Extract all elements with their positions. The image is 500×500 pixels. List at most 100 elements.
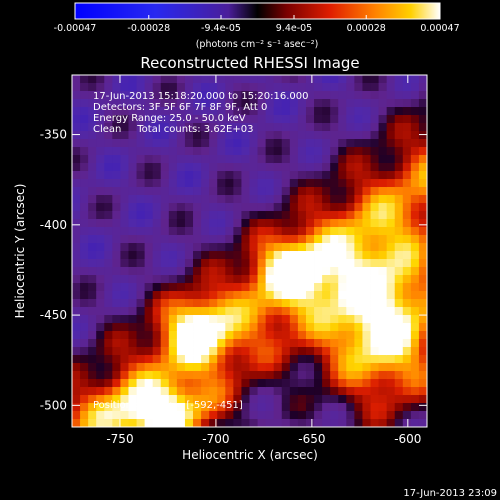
heatmap-cell bbox=[297, 83, 307, 92]
heatmap-cell bbox=[314, 363, 323, 372]
heatmap-cell bbox=[281, 259, 291, 268]
heatmap-cell bbox=[314, 259, 323, 268]
heatmap-cell bbox=[322, 203, 331, 212]
heatmap-cell bbox=[201, 331, 210, 340]
heatmap-cell bbox=[402, 411, 412, 420]
heatmap-cell bbox=[273, 403, 283, 412]
heatmap-cell bbox=[112, 331, 121, 340]
heatmap-cell bbox=[410, 419, 420, 428]
heatmap-cell bbox=[201, 363, 210, 372]
heatmap-cell bbox=[394, 363, 404, 372]
heatmap-cell bbox=[362, 227, 371, 236]
heatmap-cell bbox=[354, 291, 363, 300]
heatmap-cell bbox=[354, 299, 363, 308]
heatmap-cell bbox=[402, 123, 412, 132]
colorbar-tick-label: -0.00047 bbox=[54, 23, 97, 34]
heatmap-cell bbox=[217, 203, 226, 212]
heatmap-cell bbox=[322, 123, 331, 132]
heatmap-cell bbox=[80, 259, 89, 268]
heatmap-cell bbox=[144, 99, 154, 108]
heatmap-cell bbox=[120, 83, 129, 92]
heatmap-cell bbox=[410, 235, 420, 244]
plot-area: -750 -700 -650 -600 -350-400-450-500 bbox=[40, 74, 428, 446]
heatmap-cell bbox=[225, 379, 234, 388]
heatmap-cell bbox=[346, 227, 355, 236]
heatmap-cell bbox=[144, 115, 154, 124]
heatmap-cell bbox=[273, 395, 283, 404]
heatmap-cell bbox=[80, 283, 89, 292]
heatmap-cell bbox=[217, 403, 226, 412]
heatmap-cell bbox=[104, 139, 113, 148]
heatmap-cell bbox=[289, 411, 299, 420]
heatmap-cell bbox=[338, 163, 347, 172]
heatmap-cell bbox=[241, 83, 250, 92]
heatmap-cell bbox=[418, 267, 428, 276]
heatmap-cell bbox=[314, 291, 323, 300]
heatmap-cell bbox=[96, 419, 105, 428]
heatmap-cell bbox=[184, 115, 194, 124]
heatmap-cell bbox=[80, 115, 89, 124]
heatmap-cell bbox=[249, 91, 258, 100]
heatmap-cell bbox=[72, 171, 81, 180]
heatmap-cell bbox=[96, 83, 105, 92]
heatmap-cell bbox=[314, 171, 323, 180]
heatmap-cell bbox=[160, 75, 170, 84]
heatmap-cell bbox=[289, 163, 299, 172]
heatmap-cell bbox=[104, 419, 113, 428]
heatmap-cell bbox=[386, 195, 396, 204]
heatmap-cell bbox=[330, 99, 339, 108]
heatmap-cell bbox=[418, 115, 428, 124]
heatmap-cell bbox=[80, 123, 89, 132]
heatmap-cell bbox=[144, 251, 154, 260]
heatmap-cell bbox=[273, 419, 283, 428]
heatmap-cell bbox=[201, 347, 210, 356]
heatmap-cell bbox=[168, 259, 178, 268]
heatmap-cell bbox=[322, 187, 331, 196]
heatmap-cell bbox=[402, 379, 412, 388]
heatmap-cell bbox=[184, 291, 194, 300]
heatmap-cell bbox=[273, 251, 283, 260]
heatmap-cell bbox=[193, 419, 202, 428]
heatmap-cell bbox=[362, 267, 371, 276]
heatmap-cell bbox=[160, 339, 170, 348]
heatmap-cell bbox=[112, 307, 121, 316]
heatmap-cell bbox=[201, 243, 210, 252]
heatmap-cell bbox=[176, 163, 186, 172]
heatmap-cell bbox=[209, 203, 218, 212]
heatmap-cell bbox=[225, 219, 234, 228]
heatmap-cell bbox=[144, 235, 154, 244]
heatmap-cell bbox=[184, 419, 194, 428]
heatmap-cell bbox=[289, 395, 299, 404]
heatmap-cell bbox=[265, 419, 275, 428]
heatmap-cell bbox=[120, 355, 129, 364]
heatmap-cell bbox=[88, 347, 97, 356]
heatmap-cell bbox=[378, 307, 388, 316]
heatmap-cell bbox=[184, 91, 194, 100]
heatmap-cell bbox=[289, 355, 299, 364]
annotation-block: 17-Jun-2013 15:18:20.000 to 15:20:16.000… bbox=[93, 91, 309, 411]
heatmap-cell bbox=[193, 227, 202, 236]
heatmap-cell bbox=[96, 187, 105, 196]
heatmap-cell bbox=[362, 291, 371, 300]
heatmap-cell bbox=[128, 355, 137, 364]
heatmap-cell bbox=[418, 323, 428, 332]
heatmap-cell bbox=[281, 179, 291, 188]
heatmap-cell bbox=[88, 395, 97, 404]
heatmap-cell bbox=[217, 379, 226, 388]
heatmap-cell bbox=[410, 411, 420, 420]
heatmap-cell bbox=[249, 283, 258, 292]
heatmap-cell bbox=[128, 195, 137, 204]
heatmap-cell bbox=[144, 131, 154, 140]
heatmap-cell bbox=[233, 147, 242, 156]
heatmap-cell bbox=[176, 179, 186, 188]
heatmap-cell bbox=[96, 411, 105, 420]
heatmap-cell bbox=[330, 139, 339, 148]
heatmap-cell bbox=[273, 187, 283, 196]
heatmap-cell bbox=[201, 211, 210, 220]
heatmap-cell bbox=[225, 131, 234, 140]
heatmap-cell bbox=[201, 235, 210, 244]
heatmap-cell bbox=[281, 219, 291, 228]
heatmap-cell bbox=[330, 387, 339, 396]
heatmap-cell bbox=[112, 155, 121, 164]
heatmap-cell bbox=[273, 123, 283, 132]
